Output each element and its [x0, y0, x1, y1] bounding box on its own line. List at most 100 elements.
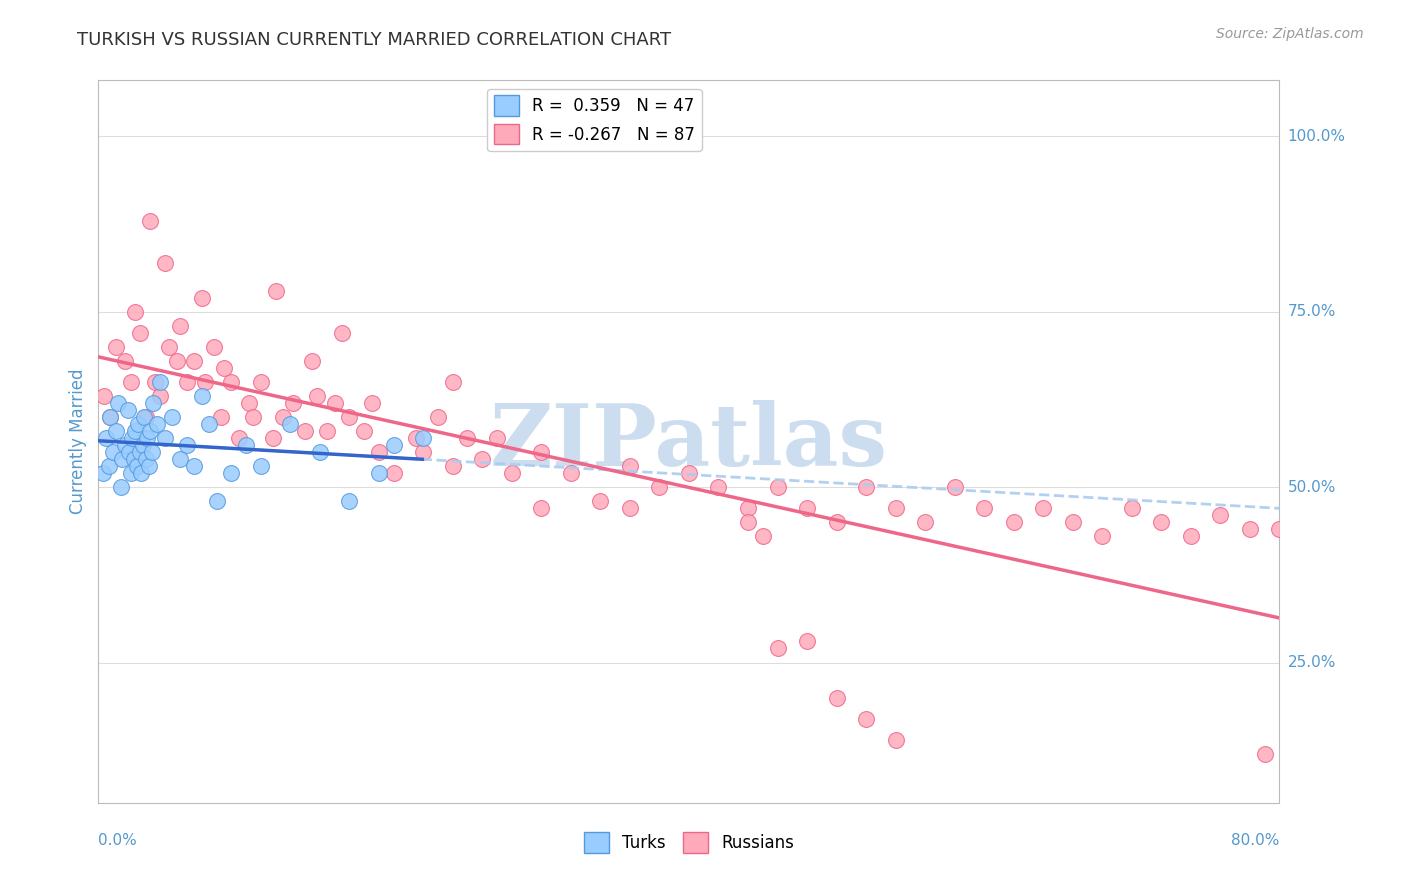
Point [107, 396, 129, 410]
Point [135, 409, 157, 424]
Point [238, 396, 260, 410]
Point [141, 445, 163, 459]
Point [1209, 508, 1232, 523]
Point [353, 424, 375, 438]
Point [405, 431, 427, 445]
Point [221, 466, 243, 480]
Text: 50.0%: 50.0% [1288, 480, 1336, 495]
Point [176, 375, 198, 389]
Point [1150, 515, 1173, 529]
Point [707, 480, 730, 494]
Point [619, 501, 641, 516]
Point [125, 459, 148, 474]
Point [264, 284, 287, 298]
Point [132, 438, 155, 452]
Text: 80.0%: 80.0% [1232, 833, 1279, 848]
Point [146, 417, 169, 431]
Point [271, 409, 294, 424]
Point [111, 452, 134, 467]
Point [162, 409, 183, 424]
Point [129, 466, 152, 480]
Point [368, 466, 391, 480]
Point [250, 375, 273, 389]
Point [1121, 501, 1143, 516]
Point [191, 389, 214, 403]
Point [412, 445, 434, 459]
Point [943, 480, 966, 494]
Text: 100.0%: 100.0% [1288, 129, 1346, 144]
Point [305, 389, 328, 403]
Point [530, 501, 553, 516]
Point [143, 375, 166, 389]
Legend: Turks, Russians: Turks, Russians [578, 826, 800, 860]
Point [1180, 529, 1202, 543]
Point [368, 445, 391, 459]
Point [149, 389, 172, 403]
Point [737, 501, 759, 516]
Point [323, 396, 346, 410]
Point [1032, 501, 1054, 516]
Point [114, 354, 136, 368]
Point [360, 396, 382, 410]
Point [124, 424, 146, 438]
Point [796, 501, 818, 516]
Point [139, 213, 162, 227]
Point [169, 318, 191, 333]
Point [457, 431, 479, 445]
Point [280, 417, 302, 431]
Point [98, 409, 121, 424]
Text: 25.0%: 25.0% [1288, 655, 1336, 670]
Point [202, 340, 225, 354]
Point [825, 515, 848, 529]
Point [301, 354, 323, 368]
Point [560, 466, 582, 480]
Point [136, 431, 159, 445]
Point [1239, 522, 1261, 536]
Point [105, 340, 128, 354]
Point [752, 529, 775, 543]
Point [339, 494, 361, 508]
Point [884, 732, 907, 747]
Point [103, 445, 125, 459]
Point [501, 466, 523, 480]
Point [855, 480, 877, 494]
Point [316, 424, 339, 438]
Point [139, 424, 162, 438]
Point [619, 459, 641, 474]
Point [382, 466, 405, 480]
Point [94, 431, 117, 445]
Point [191, 291, 214, 305]
Text: ZIPatlas: ZIPatlas [489, 400, 889, 483]
Point [110, 480, 132, 494]
Point [122, 452, 145, 467]
Text: 0.0%: 0.0% [98, 833, 138, 848]
Point [309, 445, 332, 459]
Point [157, 340, 180, 354]
Point [105, 424, 128, 438]
Point [294, 424, 316, 438]
Point [339, 409, 361, 424]
Y-axis label: Currently Married: Currently Married [69, 368, 87, 515]
Point [97, 459, 120, 474]
Point [427, 409, 450, 424]
Point [153, 431, 176, 445]
Point [283, 396, 305, 410]
Point [153, 255, 176, 269]
Point [98, 409, 121, 424]
Point [330, 326, 353, 340]
Point [135, 452, 157, 467]
Point [262, 431, 284, 445]
Point [228, 431, 250, 445]
Point [250, 459, 273, 474]
Point [121, 431, 143, 445]
Point [166, 354, 188, 368]
Point [134, 409, 156, 424]
Point [1002, 515, 1025, 529]
Text: 75.0%: 75.0% [1288, 304, 1336, 319]
Point [471, 452, 494, 467]
Point [205, 494, 228, 508]
Point [530, 445, 553, 459]
Point [221, 375, 243, 389]
Point [91, 466, 114, 480]
Point [412, 431, 434, 445]
